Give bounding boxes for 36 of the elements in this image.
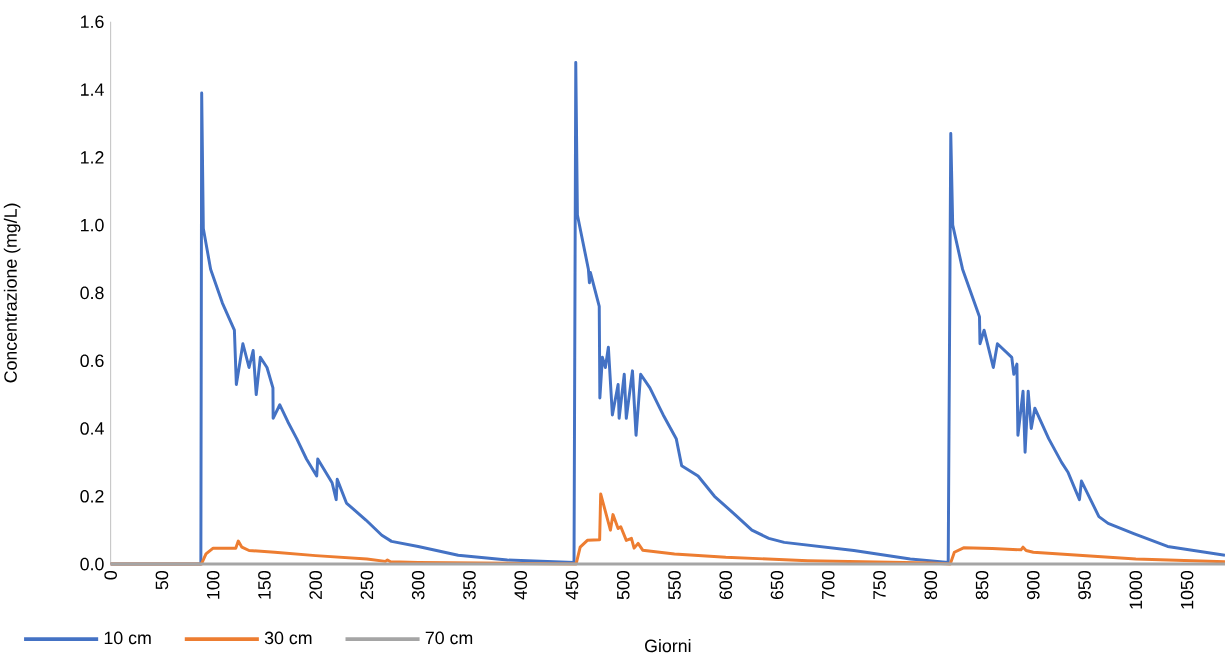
x-tick-label: 550 <box>668 571 681 600</box>
x-tick-label: 1000 <box>1129 571 1143 609</box>
legend-label: 10 cm <box>104 631 151 645</box>
x-tick-label: 800 <box>924 571 938 600</box>
x-tick-label: 1050 <box>1180 571 1194 609</box>
y-tick-label: 1.4 <box>81 83 104 96</box>
x-axis-title: Giorni <box>645 639 691 653</box>
x-tick-label: 400 <box>514 571 528 600</box>
y-tick-label: 0.8 <box>80 286 104 300</box>
x-tick-label: 350 <box>463 571 476 600</box>
x-tick-label: 500 <box>616 571 630 600</box>
legend-label: 30 cm <box>264 631 312 645</box>
x-tick-label: 0 <box>104 571 117 580</box>
x-tick-label: 900 <box>1027 571 1040 600</box>
y-tick-label: 0.0 <box>80 557 104 571</box>
x-tick-label: 600 <box>719 571 733 600</box>
y-tick-label: 0.2 <box>80 490 104 503</box>
x-tick-label: 200 <box>309 571 322 600</box>
y-tick-label: 0.6 <box>80 354 104 368</box>
x-tick-label: 100 <box>206 571 220 599</box>
y-tick-label: 1.2 <box>81 151 104 164</box>
x-tick-label: 850 <box>975 571 989 600</box>
x-tick-label: 250 <box>360 571 374 600</box>
y-axis-title: Concentrazione (mg/L) <box>3 203 21 383</box>
legend-label: 70 cm <box>425 631 473 645</box>
x-tick-label: 450 <box>565 571 579 600</box>
x-tick-label: 150 <box>258 571 271 599</box>
y-tick-label: 1.0 <box>81 218 104 232</box>
y-tick-label: 1.6 <box>81 15 104 29</box>
x-tick-label: 950 <box>1078 571 1091 600</box>
x-tick-label: 50 <box>155 571 169 590</box>
x-tick-label: 650 <box>770 571 784 600</box>
x-tick-label: 700 <box>821 571 835 600</box>
y-tick-label: 0.4 <box>80 422 104 435</box>
x-tick-label: 300 <box>411 571 425 600</box>
x-tick-label: 750 <box>873 571 886 600</box>
